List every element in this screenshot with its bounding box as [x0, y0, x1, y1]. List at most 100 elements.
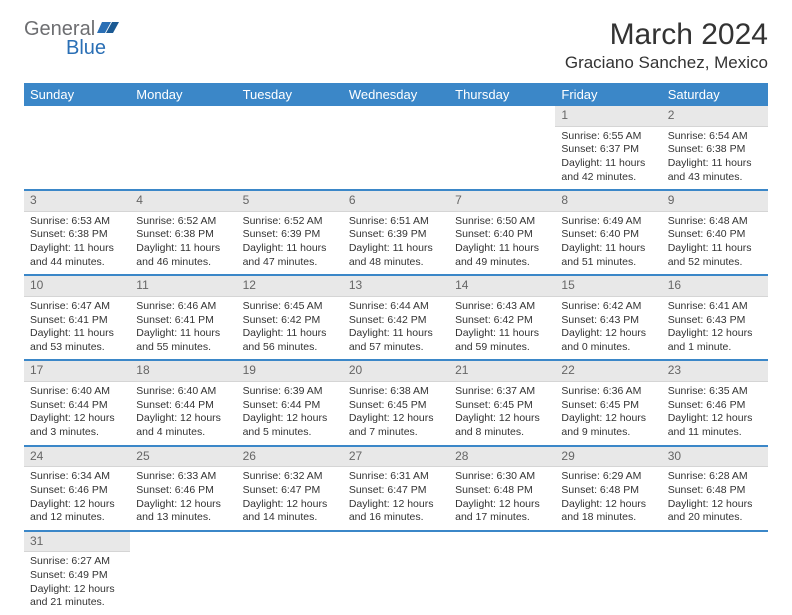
day-number: 16	[662, 276, 768, 297]
day-details: Sunrise: 6:45 AMSunset: 6:42 PMDaylight:…	[237, 297, 343, 360]
day-number: 12	[237, 276, 343, 297]
day-number: 24	[24, 447, 130, 468]
day-number: 27	[343, 447, 449, 468]
day-number: 14	[449, 276, 555, 297]
day-details: Sunrise: 6:30 AMSunset: 6:48 PMDaylight:…	[449, 467, 555, 530]
calendar-day-cell: 12Sunrise: 6:45 AMSunset: 6:42 PMDayligh…	[237, 275, 343, 360]
day-number: 20	[343, 361, 449, 382]
calendar-day-cell: 5Sunrise: 6:52 AMSunset: 6:39 PMDaylight…	[237, 190, 343, 275]
weekday-header-row: SundayMondayTuesdayWednesdayThursdayFrid…	[24, 83, 768, 106]
calendar-week-row: 10Sunrise: 6:47 AMSunset: 6:41 PMDayligh…	[24, 275, 768, 360]
day-details: Sunrise: 6:50 AMSunset: 6:40 PMDaylight:…	[449, 212, 555, 275]
day-details: Sunrise: 6:53 AMSunset: 6:38 PMDaylight:…	[24, 212, 130, 275]
calendar-week-row: 24Sunrise: 6:34 AMSunset: 6:46 PMDayligh…	[24, 446, 768, 531]
calendar-empty-cell	[662, 531, 768, 615]
weekday-header: Thursday	[449, 83, 555, 106]
day-number: 28	[449, 447, 555, 468]
weekday-header: Friday	[555, 83, 661, 106]
logo: GeneralBlue	[24, 18, 121, 60]
calendar-day-cell: 8Sunrise: 6:49 AMSunset: 6:40 PMDaylight…	[555, 190, 661, 275]
location: Graciano Sanchez, Mexico	[565, 53, 768, 73]
calendar-day-cell: 15Sunrise: 6:42 AMSunset: 6:43 PMDayligh…	[555, 275, 661, 360]
calendar-day-cell: 4Sunrise: 6:52 AMSunset: 6:38 PMDaylight…	[130, 190, 236, 275]
calendar-empty-cell	[343, 531, 449, 615]
weekday-header: Sunday	[24, 83, 130, 106]
day-number: 26	[237, 447, 343, 468]
day-number: 3	[24, 191, 130, 212]
day-details: Sunrise: 6:38 AMSunset: 6:45 PMDaylight:…	[343, 382, 449, 445]
day-number: 8	[555, 191, 661, 212]
day-number: 6	[343, 191, 449, 212]
weekday-header: Saturday	[662, 83, 768, 106]
day-number: 17	[24, 361, 130, 382]
calendar-empty-cell	[237, 106, 343, 190]
calendar-day-cell: 2Sunrise: 6:54 AMSunset: 6:38 PMDaylight…	[662, 106, 768, 190]
day-details: Sunrise: 6:31 AMSunset: 6:47 PMDaylight:…	[343, 467, 449, 530]
day-details: Sunrise: 6:43 AMSunset: 6:42 PMDaylight:…	[449, 297, 555, 360]
day-number: 1	[555, 106, 661, 127]
calendar-week-row: 1Sunrise: 6:55 AMSunset: 6:37 PMDaylight…	[24, 106, 768, 190]
calendar-day-cell: 13Sunrise: 6:44 AMSunset: 6:42 PMDayligh…	[343, 275, 449, 360]
calendar-day-cell: 17Sunrise: 6:40 AMSunset: 6:44 PMDayligh…	[24, 360, 130, 445]
calendar-day-cell: 16Sunrise: 6:41 AMSunset: 6:43 PMDayligh…	[662, 275, 768, 360]
day-details: Sunrise: 6:41 AMSunset: 6:43 PMDaylight:…	[662, 297, 768, 360]
header: GeneralBlue March 2024 Graciano Sanchez,…	[24, 18, 768, 73]
calendar-day-cell: 26Sunrise: 6:32 AMSunset: 6:47 PMDayligh…	[237, 446, 343, 531]
day-number: 11	[130, 276, 236, 297]
calendar-week-row: 17Sunrise: 6:40 AMSunset: 6:44 PMDayligh…	[24, 360, 768, 445]
day-details: Sunrise: 6:33 AMSunset: 6:46 PMDaylight:…	[130, 467, 236, 530]
calendar-day-cell: 29Sunrise: 6:29 AMSunset: 6:48 PMDayligh…	[555, 446, 661, 531]
day-details: Sunrise: 6:40 AMSunset: 6:44 PMDaylight:…	[24, 382, 130, 445]
day-details: Sunrise: 6:39 AMSunset: 6:44 PMDaylight:…	[237, 382, 343, 445]
calendar-empty-cell	[24, 106, 130, 190]
day-details: Sunrise: 6:35 AMSunset: 6:46 PMDaylight:…	[662, 382, 768, 445]
calendar-empty-cell	[130, 106, 236, 190]
day-number: 31	[24, 532, 130, 553]
calendar-week-row: 3Sunrise: 6:53 AMSunset: 6:38 PMDaylight…	[24, 190, 768, 275]
calendar-day-cell: 1Sunrise: 6:55 AMSunset: 6:37 PMDaylight…	[555, 106, 661, 190]
calendar-day-cell: 30Sunrise: 6:28 AMSunset: 6:48 PMDayligh…	[662, 446, 768, 531]
day-details: Sunrise: 6:36 AMSunset: 6:45 PMDaylight:…	[555, 382, 661, 445]
day-number: 5	[237, 191, 343, 212]
calendar-day-cell: 23Sunrise: 6:35 AMSunset: 6:46 PMDayligh…	[662, 360, 768, 445]
day-details: Sunrise: 6:27 AMSunset: 6:49 PMDaylight:…	[24, 552, 130, 615]
calendar-week-row: 31Sunrise: 6:27 AMSunset: 6:49 PMDayligh…	[24, 531, 768, 615]
day-number: 2	[662, 106, 768, 127]
calendar-day-cell: 19Sunrise: 6:39 AMSunset: 6:44 PMDayligh…	[237, 360, 343, 445]
day-details: Sunrise: 6:28 AMSunset: 6:48 PMDaylight:…	[662, 467, 768, 530]
day-details: Sunrise: 6:37 AMSunset: 6:45 PMDaylight:…	[449, 382, 555, 445]
day-details: Sunrise: 6:54 AMSunset: 6:38 PMDaylight:…	[662, 127, 768, 190]
day-details: Sunrise: 6:40 AMSunset: 6:44 PMDaylight:…	[130, 382, 236, 445]
day-details: Sunrise: 6:29 AMSunset: 6:48 PMDaylight:…	[555, 467, 661, 530]
calendar-empty-cell	[449, 106, 555, 190]
day-number: 29	[555, 447, 661, 468]
calendar-day-cell: 6Sunrise: 6:51 AMSunset: 6:39 PMDaylight…	[343, 190, 449, 275]
day-number: 10	[24, 276, 130, 297]
calendar-day-cell: 18Sunrise: 6:40 AMSunset: 6:44 PMDayligh…	[130, 360, 236, 445]
day-details: Sunrise: 6:55 AMSunset: 6:37 PMDaylight:…	[555, 127, 661, 190]
calendar-day-cell: 21Sunrise: 6:37 AMSunset: 6:45 PMDayligh…	[449, 360, 555, 445]
day-details: Sunrise: 6:49 AMSunset: 6:40 PMDaylight:…	[555, 212, 661, 275]
calendar-empty-cell	[343, 106, 449, 190]
calendar-day-cell: 7Sunrise: 6:50 AMSunset: 6:40 PMDaylight…	[449, 190, 555, 275]
day-number: 15	[555, 276, 661, 297]
day-number: 30	[662, 447, 768, 468]
calendar-day-cell: 22Sunrise: 6:36 AMSunset: 6:45 PMDayligh…	[555, 360, 661, 445]
calendar-empty-cell	[555, 531, 661, 615]
day-details: Sunrise: 6:46 AMSunset: 6:41 PMDaylight:…	[130, 297, 236, 360]
calendar-day-cell: 11Sunrise: 6:46 AMSunset: 6:41 PMDayligh…	[130, 275, 236, 360]
day-details: Sunrise: 6:51 AMSunset: 6:39 PMDaylight:…	[343, 212, 449, 275]
calendar-table: SundayMondayTuesdayWednesdayThursdayFrid…	[24, 83, 768, 615]
day-details: Sunrise: 6:48 AMSunset: 6:40 PMDaylight:…	[662, 212, 768, 275]
day-number: 7	[449, 191, 555, 212]
day-number: 13	[343, 276, 449, 297]
weekday-header: Tuesday	[237, 83, 343, 106]
day-number: 21	[449, 361, 555, 382]
calendar-day-cell: 27Sunrise: 6:31 AMSunset: 6:47 PMDayligh…	[343, 446, 449, 531]
calendar-day-cell: 31Sunrise: 6:27 AMSunset: 6:49 PMDayligh…	[24, 531, 130, 615]
weekday-header: Monday	[130, 83, 236, 106]
day-number: 4	[130, 191, 236, 212]
calendar-day-cell: 9Sunrise: 6:48 AMSunset: 6:40 PMDaylight…	[662, 190, 768, 275]
calendar-empty-cell	[237, 531, 343, 615]
day-details: Sunrise: 6:44 AMSunset: 6:42 PMDaylight:…	[343, 297, 449, 360]
